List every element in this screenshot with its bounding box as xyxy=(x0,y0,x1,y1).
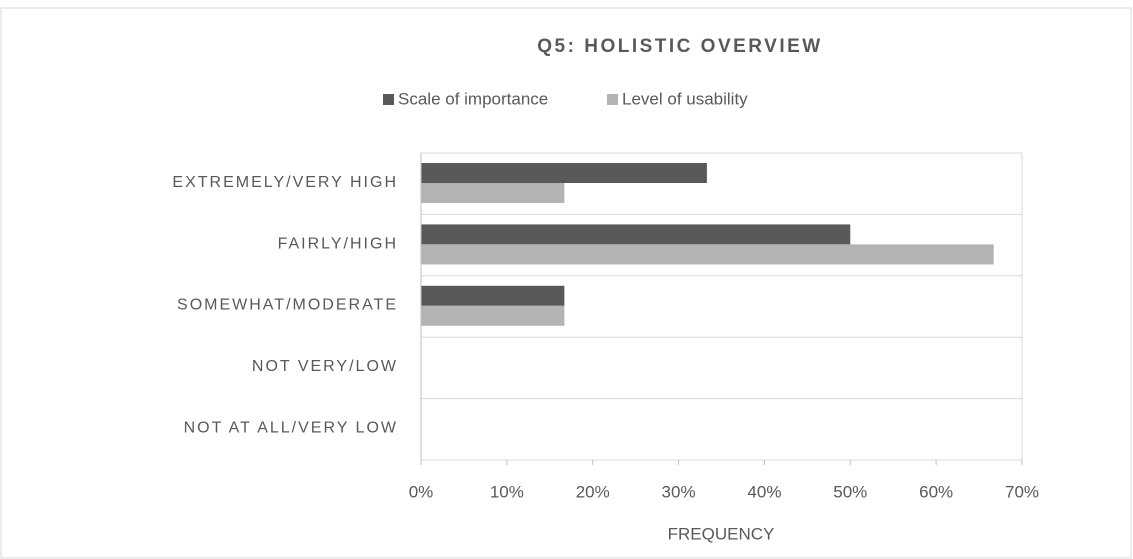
x-tick-label: 40% xyxy=(747,482,781,501)
x-tick-label: 0% xyxy=(409,482,434,501)
legend-swatch xyxy=(607,94,618,105)
bar xyxy=(421,224,851,245)
legend-label: Scale of importance xyxy=(398,89,548,108)
y-tick-label: NOT AT ALL/VERY LOW xyxy=(184,420,398,437)
bar xyxy=(421,163,707,183)
x-tick-label: 70% xyxy=(1005,482,1039,501)
x-tick-label: 10% xyxy=(490,482,524,501)
x-tick-label: 20% xyxy=(576,482,610,501)
bar xyxy=(421,305,565,326)
legend-label: Level of usability xyxy=(622,89,748,108)
x-tick-label: 50% xyxy=(833,482,867,501)
x-tick-label: 30% xyxy=(662,482,696,501)
y-tick-label: FAIRLY/HIGH xyxy=(278,235,398,252)
bar xyxy=(421,183,565,203)
y-tick-label: NOT VERY/LOW xyxy=(252,358,398,375)
y-tick-label: SOMEWHAT/MODERATE xyxy=(177,297,398,314)
chart-title: Q5: HOLISTIC OVERVIEW xyxy=(537,36,822,57)
chart-frame xyxy=(0,7,1132,559)
bar xyxy=(421,244,994,265)
legend-swatch xyxy=(383,94,394,105)
bar xyxy=(421,285,565,306)
y-tick-label: EXTREMELY/VERY HIGH xyxy=(172,174,398,191)
x-tick-label: 60% xyxy=(919,482,953,501)
x-axis-label: FREQUENCY xyxy=(668,524,775,543)
